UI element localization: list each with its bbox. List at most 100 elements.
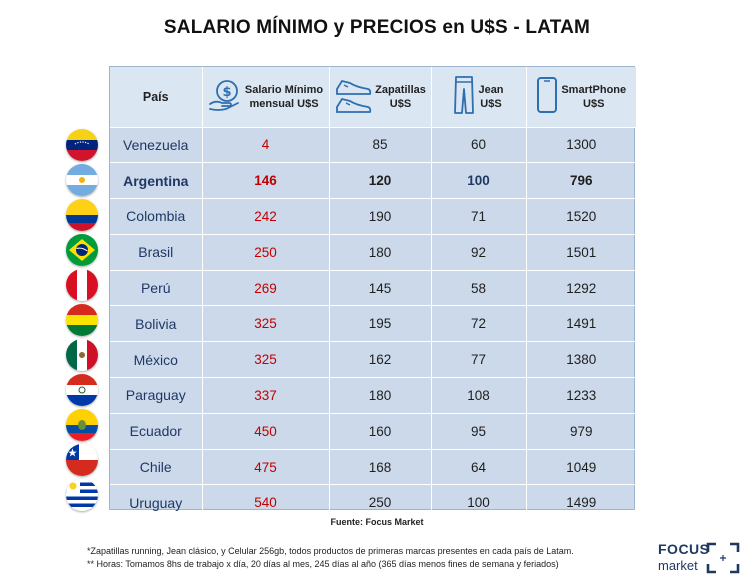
jeans-icon [453, 75, 475, 118]
salary-cell: 337 [202, 377, 330, 414]
header-smartphone-line1: SmartPhone [561, 83, 627, 96]
source-caption: Fuente: Focus Market [330, 517, 424, 527]
jean-cell: 100 [431, 484, 527, 522]
header-sneakers: Zapatillas U$S [329, 67, 432, 128]
jean-cell: 77 [431, 341, 527, 379]
smartphone-cell: 1300 [526, 127, 636, 164]
country-cell: Argentina [110, 162, 203, 200]
table-row: Uruguay 540 250 100 1499 [110, 484, 636, 522]
header-jean: Jean U$S [431, 67, 527, 128]
header-salary-line1: Salario Mínimo [244, 83, 324, 96]
table-row: Brasil 250 180 92 1501 [110, 234, 636, 271]
country-cell: Uruguay [110, 484, 203, 522]
salary-cell: 4 [202, 127, 330, 164]
smartphone-cell: 1499 [526, 484, 636, 522]
price-table: País $ Salario Mínimo mensual U$S [109, 66, 636, 522]
logo-line2: market [658, 558, 698, 573]
smartphone-cell: 1049 [526, 449, 636, 486]
smartphone-cell: 1380 [526, 341, 636, 379]
svg-text:$: $ [222, 85, 231, 100]
sneakers-cell: 85 [329, 127, 432, 164]
table-row: Ecuador 450 160 95 979 [110, 413, 636, 450]
salary-cell: 146 [202, 162, 330, 200]
focus-bracket-icon [706, 542, 740, 579]
smartphone-cell: 796 [526, 162, 636, 200]
table-row: Perú 269 145 58 1292 [110, 270, 636, 307]
table-row: Colombia 242 190 71 1520 [110, 198, 636, 235]
jean-cell: 60 [431, 127, 527, 164]
country-cell: Bolivia [110, 305, 203, 343]
ecuador-flag-icon [66, 409, 98, 441]
header-salary: $ Salario Mínimo mensual U$S [202, 67, 330, 128]
salary-cell: 540 [202, 484, 330, 522]
country-cell: Venezuela [110, 127, 203, 164]
sneakers-cell: 145 [329, 270, 432, 307]
focus-market-logo: FOCUS market [658, 541, 742, 575]
country-cell: Colombia [110, 198, 203, 235]
smartphone-cell: 1292 [526, 270, 636, 307]
smartphone-cell: 1233 [526, 377, 636, 414]
country-cell: México [110, 341, 203, 379]
money-hand-icon: $ [208, 78, 242, 115]
header-country: País [110, 67, 203, 128]
table-row: Venezuela 4 85 60 1300 [110, 127, 636, 164]
smartphone-cell: 1491 [526, 305, 636, 343]
sneakers-cell: 250 [329, 484, 432, 522]
jean-cell: 100 [431, 162, 527, 200]
table-row: México 325 162 77 1380 [110, 341, 636, 379]
smartphone-cell: 1501 [526, 234, 636, 271]
salary-cell: 242 [202, 198, 330, 235]
jean-cell: 95 [431, 413, 527, 450]
paraguay-flag-icon [66, 374, 98, 406]
table-row: Chile 475 168 64 1049 [110, 449, 636, 486]
peru-flag-icon [66, 269, 98, 301]
sneakers-cell: 195 [329, 305, 432, 343]
sneakers-cell: 120 [329, 162, 432, 200]
jean-cell: 72 [431, 305, 527, 343]
sneakers-cell: 180 [329, 377, 432, 414]
country-cell: Paraguay [110, 377, 203, 414]
smartphone-icon [536, 76, 558, 117]
footnote-hours: ** Horas: Tomamos 8hs de trabajo x día, … [87, 559, 559, 569]
country-cell: Ecuador [110, 413, 203, 450]
mexico-flag-icon [66, 339, 98, 371]
footnote-products: *Zapatillas running, Jean clásico, y Cel… [87, 546, 574, 556]
brazil-flag-icon [66, 234, 98, 266]
sneakers-cell: 168 [329, 449, 432, 486]
argentina-flag-icon [66, 164, 98, 196]
page-title: SALARIO MÍNIMO y PRECIOS en U$S - LATAM [163, 17, 591, 38]
uruguay-flag-icon [66, 479, 98, 511]
table-row: Paraguay 337 180 108 1233 [110, 377, 636, 414]
salary-cell: 250 [202, 234, 330, 271]
table-row-highlighted: Argentina 146 120 100 796 [110, 162, 636, 200]
sneakers-cell: 190 [329, 198, 432, 235]
header-jean-line2: U$S [480, 97, 502, 110]
smartphone-cell: 1520 [526, 198, 636, 235]
smartphone-cell: 979 [526, 413, 636, 450]
header-smartphone-line2: U$S [583, 97, 605, 110]
country-cell: Chile [110, 449, 203, 486]
salary-cell: 325 [202, 341, 330, 379]
header-sneakers-line1: Zapatillas [375, 83, 426, 96]
table-header-row: País $ Salario Mínimo mensual U$S [110, 67, 636, 128]
jean-cell: 58 [431, 270, 527, 307]
bolivia-flag-icon [66, 304, 98, 336]
sneakers-cell: 160 [329, 413, 432, 450]
sneakers-icon [334, 77, 372, 116]
venezuela-flag-icon [66, 129, 98, 161]
header-sneakers-line2: U$S [389, 97, 412, 110]
salary-cell: 269 [202, 270, 330, 307]
jean-cell: 92 [431, 234, 527, 271]
table-row: Bolivia 325 195 72 1491 [110, 305, 636, 343]
salary-cell: 325 [202, 305, 330, 343]
salary-cell: 450 [202, 413, 330, 450]
header-salary-line2: mensual U$S [249, 97, 319, 110]
jean-cell: 108 [431, 377, 527, 414]
header-smartphone: SmartPhone U$S [526, 67, 636, 128]
sneakers-cell: 180 [329, 234, 432, 271]
jean-cell: 71 [431, 198, 527, 235]
country-cell: Perú [110, 270, 203, 307]
colombia-flag-icon [66, 199, 98, 231]
salary-cell: 475 [202, 449, 330, 486]
sneakers-cell: 162 [329, 341, 432, 379]
